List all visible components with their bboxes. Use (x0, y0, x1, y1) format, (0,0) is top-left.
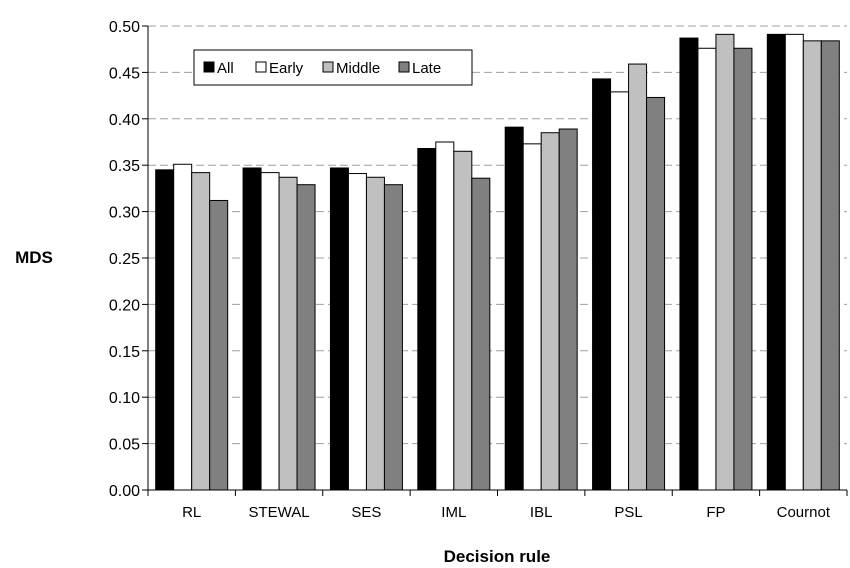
x-tick-label: IML (441, 504, 466, 521)
bar-all-ibl (504, 126, 524, 491)
y-axis-title: MDS (15, 248, 53, 267)
x-tick-label: RL (182, 504, 201, 521)
bar-late-fp (733, 47, 753, 491)
y-tick-label: 0.05 (109, 437, 140, 454)
bar-all-cournot (766, 33, 786, 491)
bar-early-iml (435, 141, 455, 491)
x-axis-title: Decision rule (444, 547, 551, 566)
y-tick-label: 0.35 (109, 158, 140, 175)
bar-early-fp (697, 47, 717, 491)
bar-all-ses (329, 167, 349, 491)
bar-early-ses (347, 173, 367, 491)
bar-all-iml (417, 147, 437, 491)
bars (155, 33, 840, 491)
legend-label-late: Late (412, 60, 441, 77)
y-tick-label: 0.10 (109, 390, 140, 407)
x-tick-label: FP (706, 504, 725, 521)
bar-late-ses (383, 184, 403, 491)
bar-early-cournot (784, 33, 804, 491)
y-tick-label: 0.50 (109, 19, 140, 36)
legend-label-all: All (217, 60, 234, 77)
y-tick-label: 0.45 (109, 65, 140, 82)
legend-swatch-middle (322, 61, 334, 73)
bar-late-rl (209, 199, 229, 491)
bar-early-stewal (260, 172, 280, 491)
legend-label-middle: Middle (336, 60, 380, 77)
bar-late-iml (471, 177, 491, 491)
bar-middle-cournot (802, 40, 822, 491)
bar-all-stewal (242, 167, 262, 491)
x-tick-label: SES (351, 504, 381, 521)
x-tick-label: IBL (530, 504, 553, 521)
bar-middle-iml (453, 150, 473, 491)
bar-late-cournot (820, 40, 840, 491)
legend: All Early Middle Late (193, 49, 473, 86)
bar-early-rl (173, 163, 193, 491)
tick-labels: 0.00 0.05 0.10 0.15 0.20 0.25 0.30 0.35 0.40 0.45… (109, 19, 831, 521)
bar-all-rl (155, 169, 175, 491)
bar-middle-ibl (540, 132, 560, 491)
y-tick-label: 0.40 (109, 112, 140, 129)
bar-all-psl (592, 78, 612, 491)
y-tick-label: 0.30 (109, 205, 140, 222)
bar-early-ibl (522, 143, 542, 491)
bar-middle-fp (715, 33, 735, 491)
y-tick-label: 0.15 (109, 344, 140, 361)
bar-late-psl (646, 96, 666, 491)
legend-label-early: Early (269, 60, 304, 77)
x-tick-label: Cournot (777, 504, 831, 521)
bar-middle-psl (628, 63, 648, 491)
legend-swatch-all (203, 61, 215, 73)
legend-swatch-early (255, 61, 267, 73)
y-tick-label: 0.25 (109, 251, 140, 268)
x-tick-label: PSL (614, 504, 642, 521)
bar-late-stewal (296, 184, 316, 491)
bar-middle-ses (365, 176, 385, 491)
axes (142, 25, 848, 496)
bar-early-psl (610, 91, 630, 491)
legend-swatch-late (398, 61, 410, 73)
x-tick-label: STEWAL (249, 504, 310, 521)
bar-middle-rl (191, 172, 211, 491)
bar-late-ibl (558, 128, 578, 491)
y-tick-label: 0.00 (109, 483, 140, 500)
bar-middle-stewal (278, 176, 298, 491)
bar-all-fp (679, 37, 699, 491)
y-tick-label: 0.20 (109, 297, 140, 314)
